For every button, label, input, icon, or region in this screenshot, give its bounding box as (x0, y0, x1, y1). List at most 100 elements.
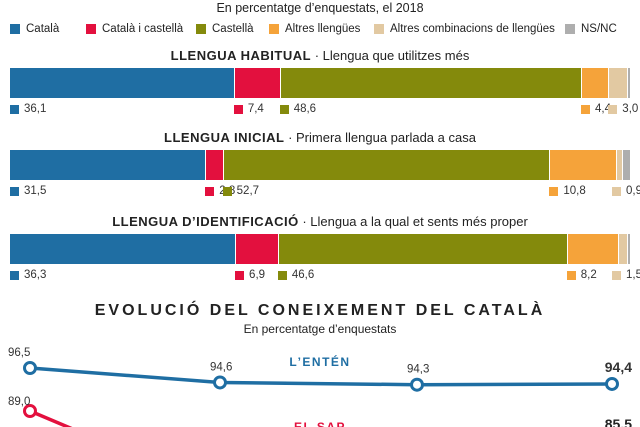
evolution-subtitle: En percentatge d’enquestats (243, 322, 397, 336)
value-label: 48,6 (279, 102, 317, 116)
value-text: 48,6 (293, 103, 317, 115)
bar-segment-3 (277, 234, 567, 264)
value-label: 8,2 (566, 268, 597, 282)
value-label: 36,3 (10, 268, 46, 282)
section-title-habitual: LLENGUA HABITUAL · Llengua que utilitzes… (0, 48, 640, 63)
value-swatch (205, 186, 215, 196)
point-label-sap: 89,0 (8, 396, 30, 408)
section-title-identificacio: LLENGUA D’IDENTIFICACIÓ · Llengua a la q… (0, 214, 640, 229)
value-text: 36,1 (24, 103, 47, 115)
data-point-enten (23, 361, 37, 375)
section-heading: LLENGUA D’IDENTIFICACIÓ (112, 214, 299, 229)
series-line-enten (29, 366, 613, 387)
value-text: 36,3 (24, 269, 47, 281)
section-description: · Llengua que utilitzes més (314, 48, 470, 63)
value-label: 1,5 (612, 268, 640, 282)
data-point-sap (23, 404, 37, 418)
bar-segment-6 (626, 68, 630, 98)
value-label: 4,4 (581, 102, 611, 116)
bar-segment-5 (608, 68, 627, 98)
legend-swatch (196, 24, 206, 34)
series-label-enten: L’ENTÉN (289, 354, 350, 369)
value-label: 3,0 (608, 102, 638, 116)
legend-item-nsnc: NS/NC (565, 21, 617, 37)
bar-segment-4 (581, 68, 609, 98)
legend-swatch (86, 24, 96, 34)
bar-segment-2 (233, 68, 280, 98)
section-description: · Llengua a la qual et sents més proper (302, 214, 528, 229)
value-swatch (549, 186, 559, 196)
series-label-sap: EL SAP (294, 420, 346, 427)
bar-segment-2 (205, 150, 223, 180)
bar-segment-1 (10, 68, 234, 98)
value-swatch (222, 186, 232, 196)
bar-segment-1 (10, 234, 236, 264)
legend-label: Altres llengües (285, 23, 361, 35)
bar-segment-6 (626, 234, 630, 264)
value-swatch (10, 186, 19, 196)
value-text: 4,4 (595, 103, 612, 115)
point-label-sap-end: 85,5 (605, 416, 632, 427)
value-swatch (581, 104, 591, 114)
legend-item-combinacions: Altres combinacions de llengües (374, 21, 555, 37)
value-swatch (612, 270, 621, 280)
value-swatch (235, 270, 245, 280)
evolution-title: EVOLUCIÓ DEL CONEIXEMENT DEL CATALÀ (94, 302, 546, 319)
value-swatch (233, 104, 243, 114)
legend-swatch (374, 24, 384, 34)
value-label: 7,4 (233, 102, 264, 116)
legend-item-catala-castella: Català i castellà (86, 21, 183, 37)
bar-segment-4 (549, 150, 617, 180)
legend-label: Castellà (212, 23, 254, 35)
point-label-enten: 96,5 (8, 347, 30, 359)
value-label: 6,9 (235, 268, 265, 282)
legend-swatch (269, 24, 279, 34)
legend-item-altres: Altres llengües (269, 21, 360, 37)
data-point-enten (410, 377, 424, 392)
bar-segment-5 (617, 234, 627, 264)
value-text: 3,0 (622, 103, 639, 115)
section-heading: LLENGUA INICIAL (164, 130, 285, 145)
legend: Català Català i castellà Castellà Altres… (0, 21, 640, 37)
value-label: 10,8 (549, 184, 586, 198)
bar-segment-4 (566, 234, 618, 264)
value-swatch (612, 186, 621, 196)
legend-label: Català (26, 23, 60, 35)
legend-item-castella: Castellà (196, 21, 254, 37)
stacked-bar-identificacio (10, 234, 630, 264)
legend-label: Català i castellà (102, 23, 184, 35)
value-text: 1,5 (626, 269, 640, 281)
data-point-enten (605, 376, 619, 391)
point-label-enten: 94,4 (605, 359, 632, 375)
legend-label: NS/NC (581, 23, 617, 35)
value-label: 46,6 (277, 268, 314, 282)
bar-segment-3 (279, 68, 581, 98)
legend-swatch (565, 24, 575, 34)
section-title-inicial: LLENGUA INICIAL · Primera llengua parlad… (0, 130, 640, 145)
value-swatch (279, 104, 289, 114)
stacked-bar-habitual (10, 68, 630, 98)
section-heading: LLENGUA HABITUAL (170, 48, 312, 63)
value-label: 52,7 (222, 184, 259, 198)
section-description: · Primera llengua parlada a casa (288, 130, 476, 145)
legend-swatch (10, 24, 20, 34)
value-swatch (277, 270, 287, 280)
value-swatch (608, 104, 618, 114)
series-line-sap (29, 409, 73, 427)
point-label-enten: 94,3 (407, 364, 429, 376)
value-label: 31,5 (10, 184, 46, 198)
value-swatch (10, 270, 19, 280)
bar-segment-2 (235, 234, 278, 264)
bar-segment-1 (10, 150, 206, 180)
stacked-bar-inicial (10, 150, 630, 180)
value-text: 7,4 (247, 103, 264, 115)
data-point-enten (213, 375, 227, 390)
chart-subtitle: En percentatge d’enquestats, el 2018 (216, 1, 424, 15)
bar-segment-5 (616, 150, 622, 180)
value-text: 6,9 (249, 269, 266, 281)
point-label-enten: 94,6 (210, 361, 232, 373)
value-text: 10,8 (563, 185, 586, 197)
legend-item-catala: Català (10, 21, 59, 37)
value-swatch (566, 270, 576, 280)
